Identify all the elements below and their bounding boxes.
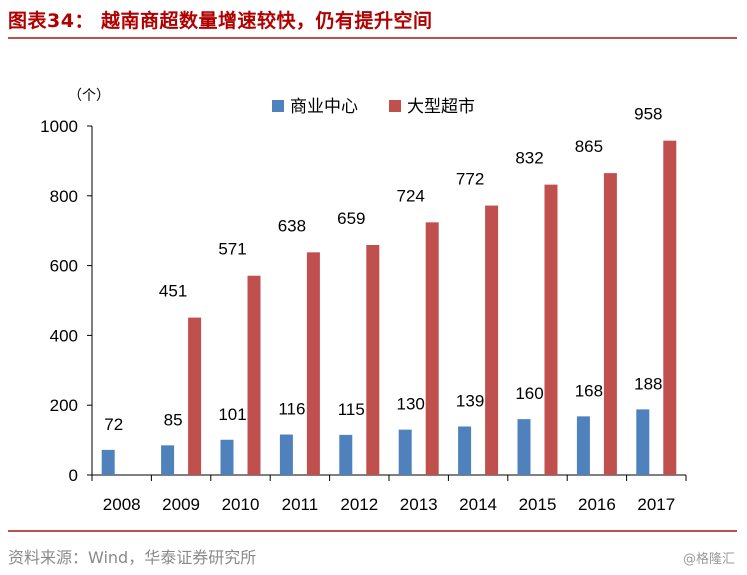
y-tick-label: 400 — [50, 326, 78, 345]
data-label-supermarket: 571 — [218, 240, 246, 259]
legend-label-supermarket: 大型超市 — [407, 97, 475, 116]
y-axis-unit-label: （个） — [68, 87, 110, 103]
x-tick-label: 2017 — [637, 495, 675, 514]
bar-shopping-center — [339, 434, 353, 475]
bar-shopping-center — [458, 426, 472, 475]
data-label-supermarket: 724 — [397, 186, 425, 205]
bar-shopping-center — [101, 449, 115, 475]
bar-shopping-center — [576, 416, 590, 475]
source-note: 资料来源：Wind，华泰证券研究所 — [8, 548, 257, 567]
bar-shopping-center — [636, 409, 650, 475]
bar-supermarket — [366, 245, 380, 475]
data-label-supermarket: 865 — [575, 137, 603, 156]
watermark: @格隆汇 — [682, 552, 735, 567]
bar-supermarket — [544, 184, 558, 475]
x-tick-label: 2010 — [222, 495, 260, 514]
legend-swatch-supermarket — [389, 100, 401, 112]
bar-supermarket — [247, 275, 261, 475]
x-tick-label: 2014 — [459, 495, 497, 514]
data-label-shopping-center: 101 — [218, 405, 246, 424]
bar-supermarket — [603, 173, 617, 476]
bar-shopping-center — [517, 419, 531, 475]
data-label-shopping-center: 168 — [575, 381, 603, 400]
x-tick-label: 2012 — [340, 495, 378, 514]
data-label-supermarket: 638 — [278, 216, 306, 235]
x-tick-label: 2013 — [400, 495, 438, 514]
bar-shopping-center — [220, 439, 234, 475]
data-label-shopping-center: 130 — [397, 395, 425, 414]
data-label-shopping-center: 188 — [634, 374, 662, 393]
data-label-supermarket: 451 — [159, 282, 187, 301]
data-label-shopping-center: 115 — [338, 400, 365, 419]
x-tick-label: 2009 — [162, 495, 200, 514]
figure-title: 图表34： 越南商超数量增速较快，仍有提升空间 — [8, 10, 433, 32]
data-label-shopping-center: 72 — [104, 415, 123, 434]
data-label-shopping-center: 85 — [164, 410, 183, 429]
title-divider — [8, 37, 737, 39]
footer-divider — [8, 530, 737, 532]
x-tick-label: 2016 — [578, 495, 616, 514]
y-tick-label: 200 — [50, 396, 78, 415]
data-label-supermarket: 659 — [337, 209, 365, 228]
legend-label-shopping-center: 商业中心 — [290, 97, 358, 116]
legend-swatch-shopping-center — [272, 100, 284, 112]
data-label-supermarket: 832 — [515, 149, 543, 168]
data-label-shopping-center: 116 — [278, 400, 305, 419]
x-tick-label: 2015 — [519, 495, 557, 514]
bar-supermarket — [188, 317, 202, 475]
y-tick-label: 600 — [50, 257, 78, 276]
bar-supermarket — [485, 205, 499, 475]
y-tick-label: 800 — [50, 187, 78, 206]
data-label-shopping-center: 139 — [456, 391, 484, 410]
data-label-supermarket: 772 — [456, 170, 484, 189]
x-tick-label: 2008 — [103, 495, 141, 514]
bar-supermarket — [425, 222, 439, 475]
data-label-supermarket: 958 — [634, 105, 662, 124]
bar-supermarket — [306, 252, 320, 475]
y-tick-label: 0 — [69, 466, 78, 485]
bar-shopping-center — [279, 434, 293, 475]
x-tick-label: 2011 — [282, 495, 319, 514]
y-tick-label: 1000 — [40, 117, 78, 136]
data-label-shopping-center: 160 — [515, 384, 543, 403]
bar-shopping-center — [161, 445, 175, 475]
bar-shopping-center — [398, 429, 412, 475]
bar-supermarket — [663, 140, 677, 475]
